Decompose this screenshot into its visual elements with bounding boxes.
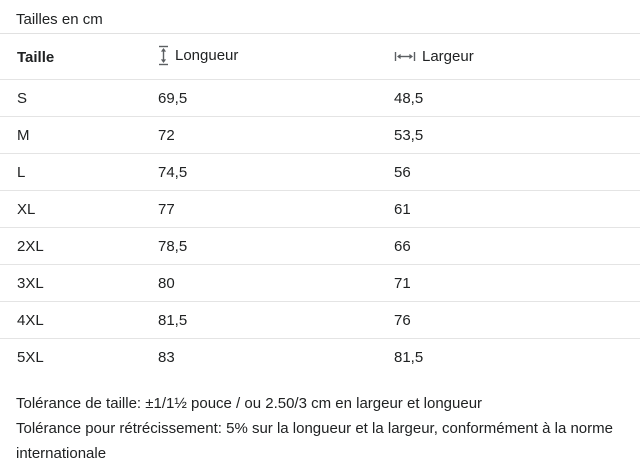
table-row: XL 77 61 — [0, 190, 640, 228]
table-row: 4XL 81,5 76 — [0, 301, 640, 339]
length-cell: 74,5 — [158, 153, 394, 191]
table-row: S 69,5 48,5 — [0, 79, 640, 117]
size-cell: M — [0, 116, 158, 154]
footnote-tolerance-size: Tolérance de taille: ±1/1½ pouce / ou 2.… — [16, 395, 483, 412]
footnote-tolerance-shrinkage: Tolérance pour rétrécissement: 5% sur la… — [16, 420, 613, 462]
column-header-width: Largeur — [394, 34, 640, 80]
table-row: 2XL 78,5 66 — [0, 227, 640, 265]
footnotes: Tolérance de taille: ±1/1½ pouce / ou 2.… — [16, 391, 624, 466]
size-cell: 4XL — [0, 301, 158, 339]
title-divider — [0, 33, 640, 34]
width-cell: 66 — [394, 227, 640, 265]
column-header-size: Taille — [0, 34, 158, 80]
table-row: L 74,5 56 — [0, 153, 640, 191]
horizontal-measure-arrow-icon — [394, 51, 416, 62]
column-header-length-label: Longueur — [175, 47, 239, 64]
column-header-length: Longueur — [158, 34, 394, 80]
size-table: Taille Longueur — [0, 34, 640, 375]
size-cell: XL — [0, 190, 158, 228]
table-row: 3XL 80 71 — [0, 264, 640, 302]
size-cell: L — [0, 153, 158, 191]
vertical-measure-arrow-icon — [158, 45, 169, 66]
length-cell: 83 — [158, 349, 175, 366]
length-cell: 81,5 — [158, 301, 394, 339]
width-cell: 61 — [394, 190, 640, 228]
size-cell: 2XL — [0, 227, 158, 265]
width-cell: 56 — [394, 153, 640, 191]
width-cell: 81,5 — [394, 349, 424, 366]
page-title: Tailles en cm — [16, 11, 103, 28]
table-header-row: Taille Longueur — [0, 34, 640, 80]
length-cell: 77 — [158, 190, 394, 228]
table-row: 5XL 83 81,5 — [0, 339, 640, 376]
size-cell: 3XL — [0, 264, 158, 302]
width-cell: 76 — [394, 301, 640, 339]
size-cell: S — [0, 79, 158, 117]
length-cell: 72 — [158, 116, 394, 154]
width-cell: 71 — [394, 264, 640, 302]
length-cell: 69,5 — [158, 79, 394, 117]
length-cell: 80 — [158, 264, 394, 302]
column-header-width-label: Largeur — [422, 48, 474, 65]
width-cell: 48,5 — [394, 79, 640, 117]
length-cell: 78,5 — [158, 227, 394, 265]
size-cell: 5XL — [17, 349, 44, 366]
width-cell: 53,5 — [394, 116, 640, 154]
table-row: M 72 53,5 — [0, 116, 640, 154]
